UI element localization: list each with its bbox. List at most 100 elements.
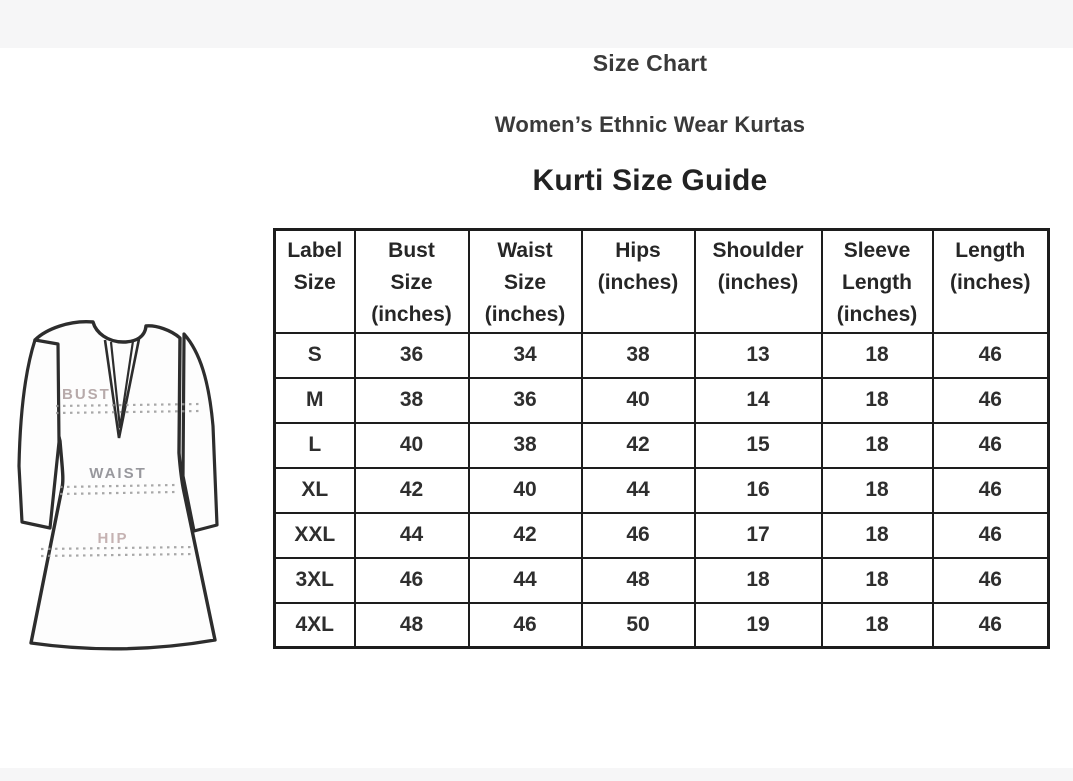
column-header: Sleeve Length (inches) — [820, 228, 934, 334]
column-header-line: Waist — [497, 239, 553, 262]
kurti-right-sleeve — [181, 332, 219, 533]
measurement-cell: 46 — [931, 466, 1050, 514]
measurement-cell: 44 — [467, 556, 583, 604]
measurement-cell: 18 — [820, 466, 934, 514]
measurement-cell: 42 — [353, 466, 470, 514]
measurement-cell: 46 — [931, 511, 1050, 559]
column-header-line: Size — [503, 271, 547, 294]
column-header-line: (inches) — [717, 271, 799, 294]
measurement-cell: 48 — [580, 556, 696, 604]
column-header-line: Size — [293, 271, 336, 294]
size-table-body: S 36 34 38 13 18 46 M 38 36 40 14 18 46 L 40 38 42 15 18 46 X… — [273, 331, 1050, 649]
measurement-cell: 50 — [580, 601, 696, 649]
measurement-cell: 18 — [820, 421, 934, 469]
column-header-line: Size — [390, 271, 433, 294]
measurement-cell: 46 — [931, 601, 1050, 649]
header-row: Label Size Bust Size (inches) Waist Size (inche… — [273, 228, 1050, 334]
column-header-line: Shoulder — [712, 239, 804, 262]
collection-subtitle: Women’s Ethnic Wear Kurtas — [494, 112, 806, 137]
waist-measure-line — [59, 483, 177, 496]
measurement-cell: 18 — [693, 556, 823, 604]
column-header: Bust Size (inches) — [353, 228, 470, 334]
table-row: L 40 38 42 15 18 46 — [273, 421, 1050, 469]
measurement-cell: 46 — [931, 376, 1050, 424]
waist-measure-label: WAIST — [89, 465, 147, 482]
table-row: XL 42 40 44 16 18 46 — [273, 466, 1050, 514]
measurement-cell: 42 — [580, 421, 696, 469]
measurement-cell: 17 — [693, 511, 823, 559]
measurement-cell: 19 — [693, 601, 823, 649]
column-header-line: Hips — [615, 239, 661, 262]
measurement-cell: 18 — [820, 331, 934, 379]
hip-measure-label: HIP — [97, 530, 128, 547]
table-row: 4XL 48 46 50 19 18 46 — [273, 601, 1050, 649]
measurement-cell: 15 — [693, 421, 823, 469]
measurement-cell: 44 — [580, 466, 696, 514]
measurement-cell: 40 — [580, 376, 696, 424]
column-header-line: Length — [842, 271, 912, 294]
size-label-cell: XL — [273, 466, 356, 514]
bust-measure-label: BUST — [62, 386, 111, 403]
size-label-cell: L — [273, 421, 356, 469]
size-guide-title: Kurti Size Guide — [532, 164, 768, 197]
measurement-cell: 44 — [353, 511, 470, 559]
measurement-cell: 46 — [467, 601, 583, 649]
kurti-placket-inner — [109, 340, 135, 429]
column-header: Shoulder (inches) — [693, 228, 823, 334]
measurement-cell: 46 — [353, 556, 470, 604]
measurement-cell: 18 — [820, 556, 934, 604]
column-header: Length (inches) — [931, 228, 1050, 334]
column-header-line: (inches) — [836, 303, 918, 326]
size-label-cell: 3XL — [273, 556, 356, 604]
bust-measure-line — [55, 402, 202, 415]
column-header-line: Sleeve — [843, 239, 911, 262]
measurement-cell: 38 — [580, 331, 696, 379]
measurement-cell: 18 — [820, 511, 934, 559]
table-row: XXL 44 42 46 17 18 46 — [273, 511, 1050, 559]
column-header-line: (inches) — [597, 271, 679, 294]
size-chart-table: Label Size Bust Size (inches) Waist Size (inche… — [273, 228, 1050, 649]
measurement-cell: 40 — [353, 421, 470, 469]
top-background-strip — [0, 0, 1073, 48]
column-header-line: Bust — [388, 239, 435, 262]
column-header: Waist Size (inches) — [467, 228, 583, 334]
measurement-cell: 46 — [580, 511, 696, 559]
measurement-cell: 38 — [353, 376, 470, 424]
size-label-cell: M — [273, 376, 356, 424]
measurement-cell: 46 — [931, 331, 1050, 379]
measurement-cell: 13 — [693, 331, 823, 379]
measurement-cell: 36 — [467, 376, 583, 424]
bottom-background-strip — [0, 768, 1073, 781]
measurement-cell: 18 — [820, 376, 934, 424]
kurti-placket-outer — [103, 338, 141, 439]
measurement-cell: 16 — [693, 466, 823, 514]
column-header-line: (inches) — [371, 303, 452, 326]
column-header-line: Label — [287, 239, 343, 262]
size-label-cell: XXL — [273, 511, 356, 559]
column-header-line: (inches) — [949, 271, 1031, 294]
page-title: Size Chart — [592, 50, 708, 76]
measurement-cell: 18 — [820, 601, 934, 649]
measurement-cell: 34 — [467, 331, 583, 379]
column-header: Hips (inches) — [580, 228, 696, 334]
measurement-cell: 46 — [931, 556, 1050, 604]
measurement-cell: 14 — [693, 376, 823, 424]
size-table-header: Label Size Bust Size (inches) Waist Size (inche… — [273, 228, 1050, 334]
measurement-cell: 40 — [467, 466, 583, 514]
column-header-line: (inches) — [484, 303, 566, 326]
column-header: Label Size — [273, 228, 356, 334]
measurement-cell: 36 — [353, 331, 470, 379]
size-label-cell: 4XL — [273, 601, 356, 649]
column-header-line: Length — [955, 239, 1026, 262]
measurement-cell: 42 — [467, 511, 583, 559]
measurement-cell: 38 — [467, 421, 583, 469]
kurti-left-sleeve — [17, 338, 61, 530]
table-row: 3XL 46 44 48 18 18 46 — [273, 556, 1050, 604]
table-row: S 36 34 38 13 18 46 — [273, 331, 1050, 379]
size-label-cell: S — [273, 331, 356, 379]
measurement-cell: 48 — [353, 601, 470, 649]
hip-measure-line — [40, 545, 196, 558]
measurement-cell: 46 — [931, 421, 1050, 469]
kurti-illustration: BUST WAIST HIP — [17, 320, 219, 651]
